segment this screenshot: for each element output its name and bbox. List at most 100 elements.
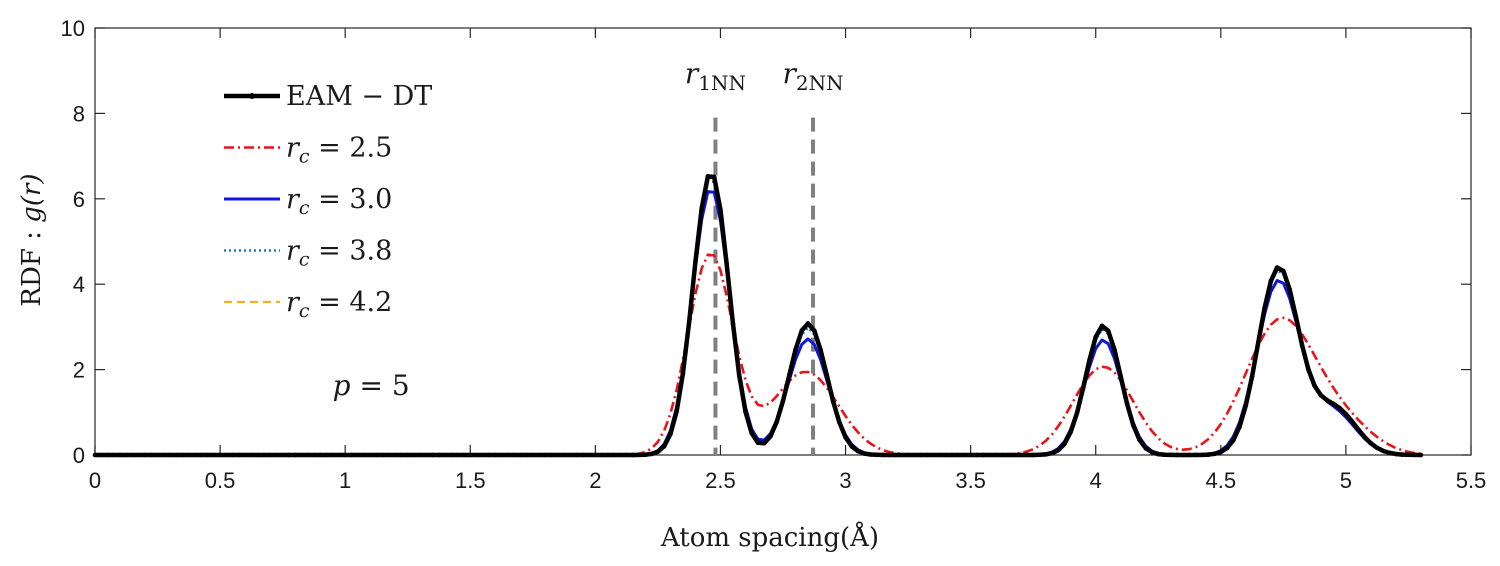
series-marker xyxy=(605,452,611,458)
series-marker xyxy=(811,328,817,333)
series-marker xyxy=(199,452,204,458)
series-marker xyxy=(993,452,998,458)
series-marker xyxy=(1199,452,1205,458)
series-marker xyxy=(236,452,242,458)
series-marker xyxy=(1343,411,1349,417)
series-marker xyxy=(1155,451,1161,457)
series-marker xyxy=(968,452,973,458)
series-marker xyxy=(730,321,736,327)
series-marker xyxy=(180,452,185,458)
legend-marker xyxy=(249,93,255,99)
legend-label-2: rc = 3.0 xyxy=(286,184,392,219)
series-marker xyxy=(1105,328,1111,334)
series-marker xyxy=(962,452,967,458)
y-tick-label: 2 xyxy=(73,358,85,383)
series-marker xyxy=(768,433,773,439)
y-tick-label: 4 xyxy=(73,272,85,297)
series-marker xyxy=(643,452,648,457)
series-marker xyxy=(424,452,429,458)
series-marker xyxy=(999,452,1005,458)
series-marker xyxy=(855,448,861,454)
series-marker xyxy=(955,452,961,458)
series-marker xyxy=(411,452,417,458)
p-annotation-value: = 5 xyxy=(351,369,410,402)
axis-ticks: 0 0.5 1 1.5 2 2.5 3 3.5 4 4.5 5 5.5 0 2 4 6 8 10 xyxy=(61,16,1487,493)
p-annotation: p = 5 xyxy=(333,369,410,402)
series-marker xyxy=(161,452,167,458)
series-marker xyxy=(486,452,492,458)
y-tick-label: 6 xyxy=(73,187,85,212)
series-marker xyxy=(299,452,304,458)
series-marker xyxy=(974,452,980,458)
x-tick-label: 5 xyxy=(1340,468,1352,493)
series-marker xyxy=(249,452,254,458)
series-marker xyxy=(1093,334,1099,340)
series-marker xyxy=(205,452,210,458)
series-marker xyxy=(130,452,135,458)
series-marker xyxy=(1162,452,1167,458)
series-marker xyxy=(1193,452,1199,458)
series-marker xyxy=(1243,403,1249,408)
series-marker xyxy=(980,452,986,458)
series-marker xyxy=(736,372,742,378)
series-marker xyxy=(386,452,392,458)
series-marker xyxy=(105,452,110,458)
series-marker xyxy=(624,452,629,458)
series-marker xyxy=(1055,447,1061,453)
series-marker xyxy=(549,452,554,458)
series-marker xyxy=(530,452,536,458)
series-marker xyxy=(505,452,511,458)
series-marker xyxy=(1218,449,1224,455)
series-marker xyxy=(849,444,855,449)
series-marker xyxy=(430,452,436,458)
legend-label-4: rc = 4.2 xyxy=(286,287,392,322)
series-marker xyxy=(630,452,636,458)
y-axis-label-prefix: RDF : xyxy=(17,223,47,307)
series-marker xyxy=(167,452,173,458)
series-marker xyxy=(461,452,467,458)
series-marker xyxy=(686,319,692,324)
series-marker xyxy=(830,398,836,404)
series-marker xyxy=(674,408,679,414)
series-marker xyxy=(317,452,323,458)
series-marker xyxy=(436,452,442,458)
series-marker xyxy=(780,398,786,404)
series-marker xyxy=(799,328,805,333)
series-marker xyxy=(893,452,898,458)
series-marker xyxy=(524,452,529,458)
p-annotation-var: p xyxy=(333,369,351,402)
x-tick-label: 3 xyxy=(839,468,851,493)
series-marker xyxy=(511,452,517,458)
series-marker xyxy=(1287,287,1292,292)
series-marker xyxy=(1024,452,1030,458)
series-marker xyxy=(824,372,830,378)
x-tick-label: 5.5 xyxy=(1456,468,1487,493)
series-marker xyxy=(636,452,642,458)
series-marker xyxy=(561,452,567,458)
series-marker xyxy=(92,452,98,458)
series-marker xyxy=(699,205,704,211)
series-marker xyxy=(474,452,479,458)
series-marker xyxy=(749,430,755,436)
series-marker xyxy=(1268,278,1274,284)
series-marker xyxy=(1281,268,1286,274)
series-marker xyxy=(818,347,823,352)
series-marker xyxy=(555,452,561,458)
series-marker xyxy=(1356,427,1361,432)
x-tick-label: 2 xyxy=(589,468,601,493)
series-marker xyxy=(868,452,873,457)
series-marker xyxy=(267,452,273,458)
series-marker xyxy=(1124,401,1130,406)
annotation: p = 5 xyxy=(333,369,410,402)
series-marker xyxy=(1087,357,1092,363)
y-tick-label: 8 xyxy=(73,101,85,126)
series-marker xyxy=(987,452,992,458)
series-marker xyxy=(887,452,892,458)
series-marker xyxy=(905,452,911,458)
x-axis-label: Atom spacing(Å) xyxy=(660,521,879,553)
series-marker xyxy=(518,452,523,458)
series-marker xyxy=(805,321,811,326)
series-marker xyxy=(1349,419,1355,424)
series-marker xyxy=(480,452,486,458)
series-lines xyxy=(92,174,1424,458)
